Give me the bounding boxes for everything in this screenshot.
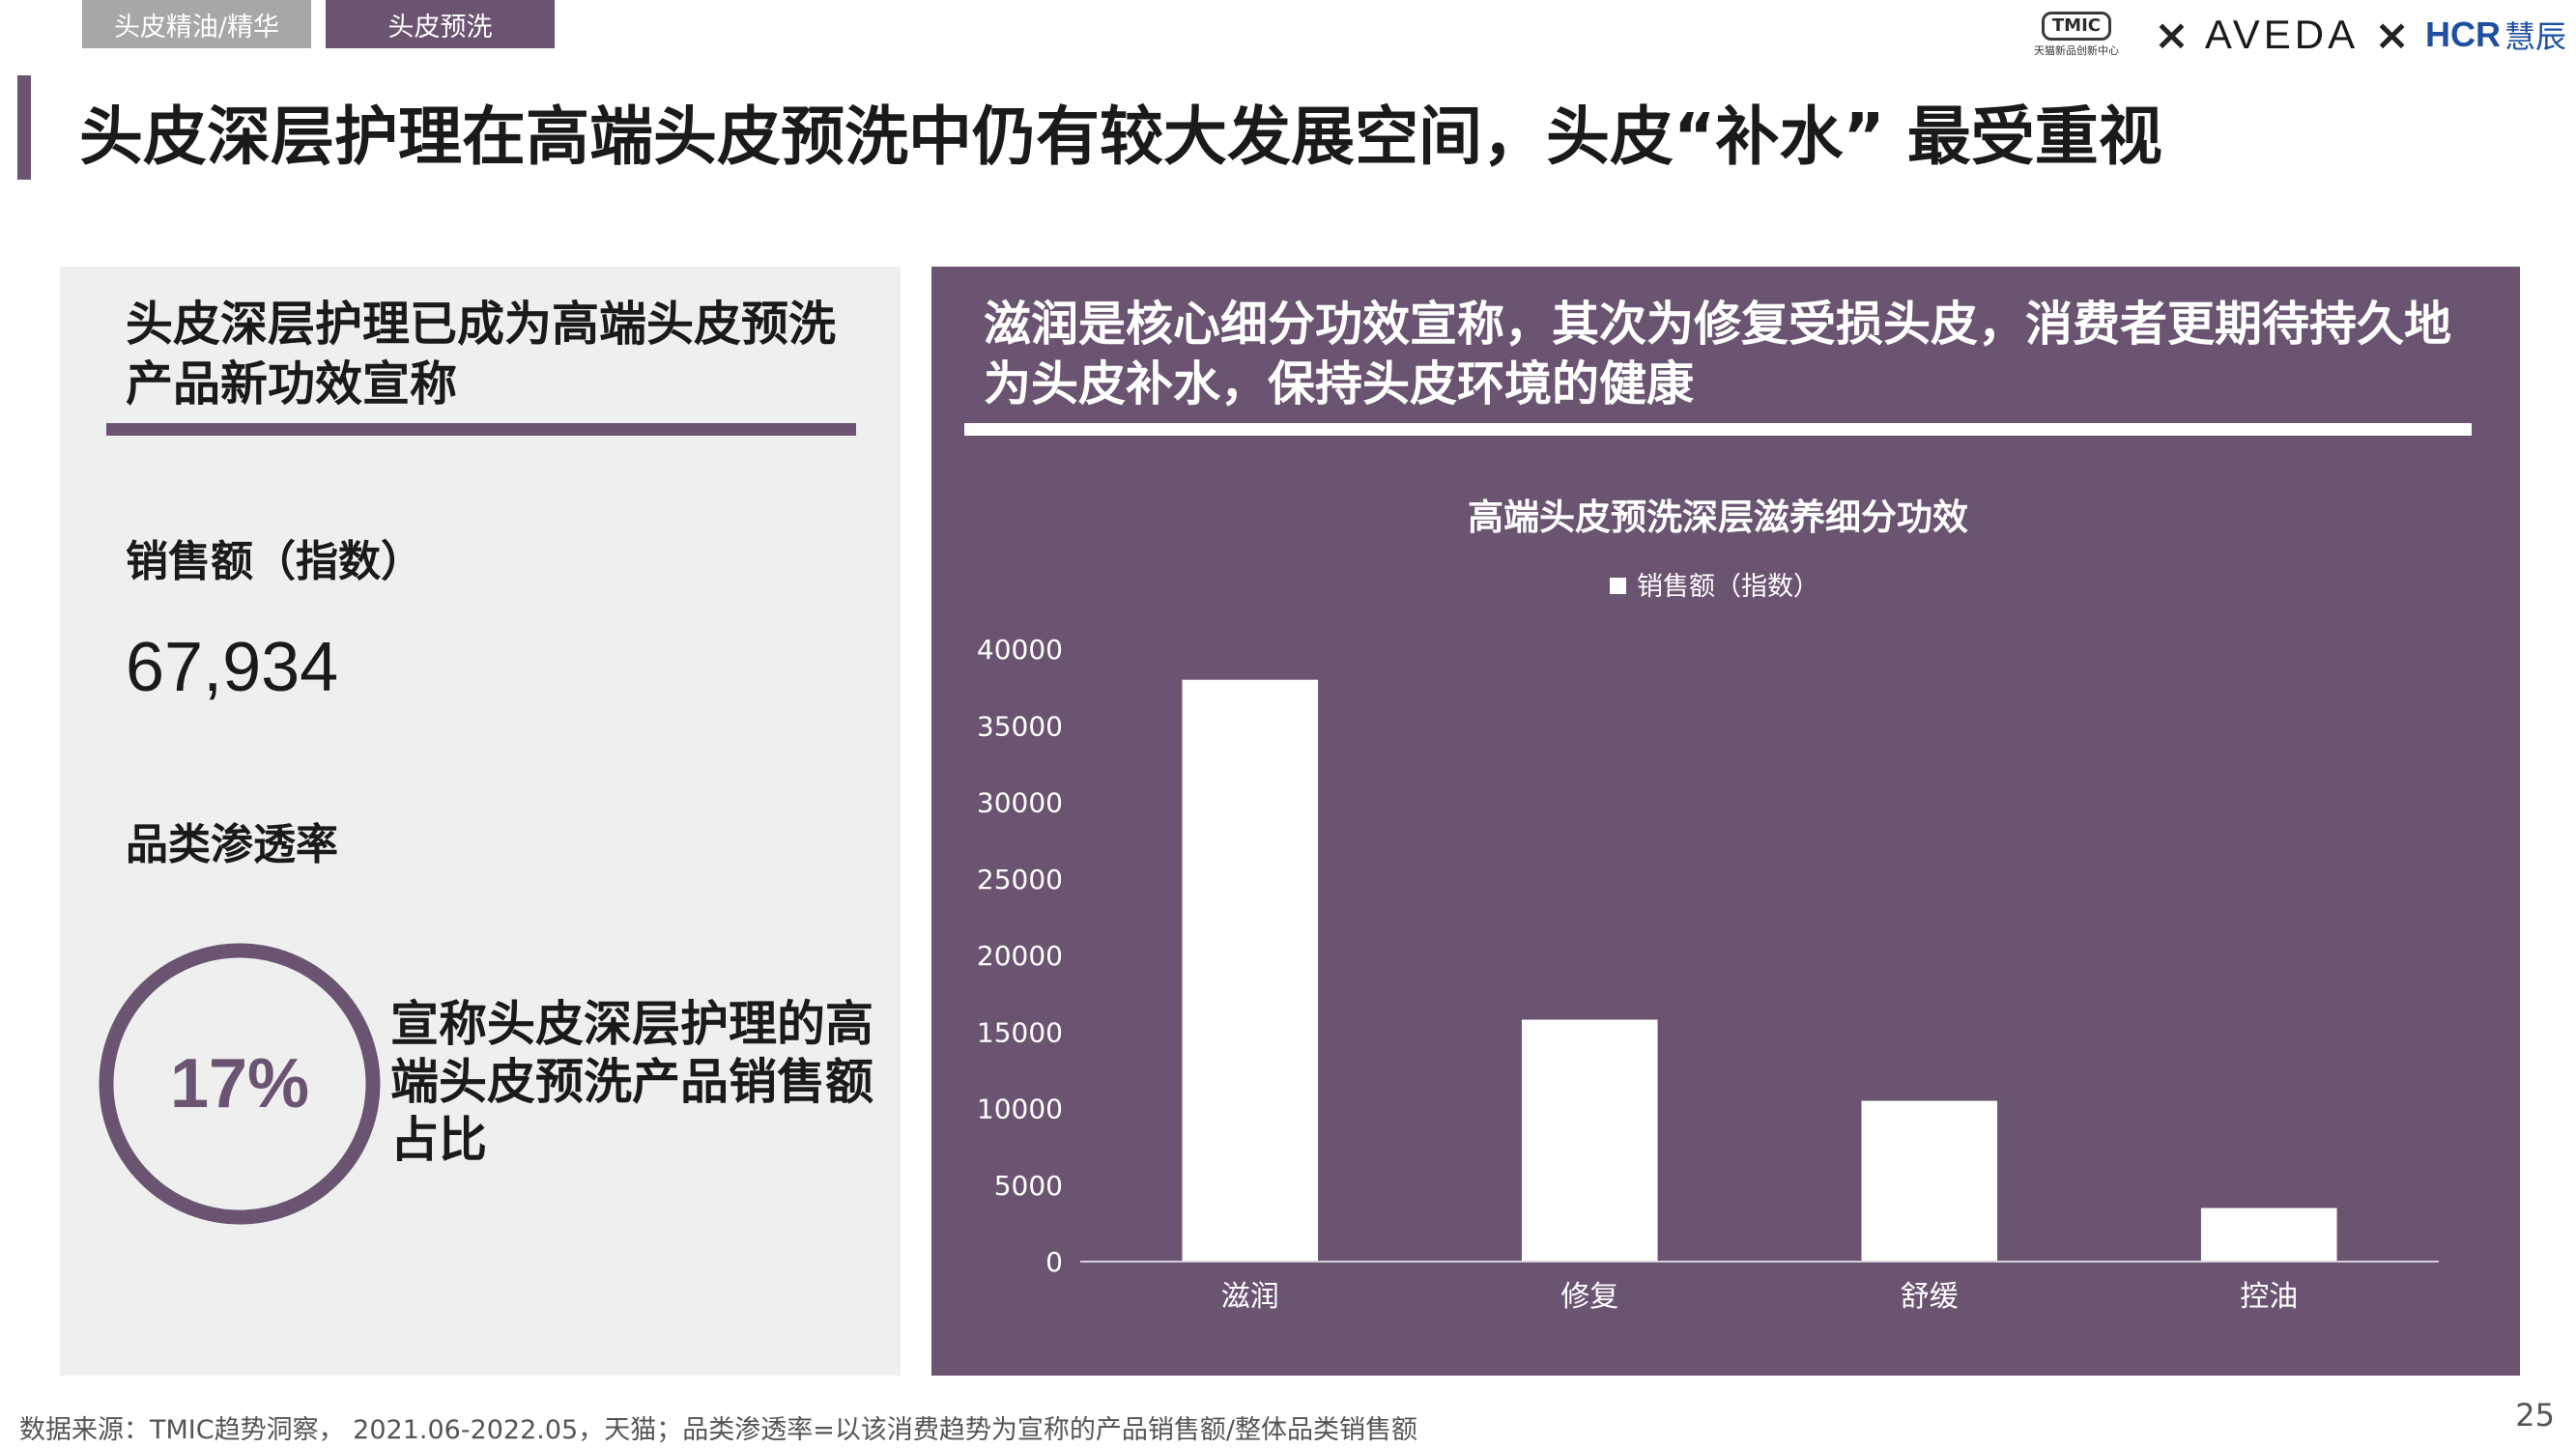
bars bbox=[1182, 679, 2337, 1262]
y-tick-label: 20000 bbox=[977, 940, 1063, 972]
y-tick-label: 0 bbox=[1045, 1246, 1063, 1278]
x-tick-label: 修复 bbox=[1560, 1280, 1618, 1314]
footer-source: 数据来源：TMIC趋势洞察， 2021.06-2022.05，天猫；品类渗透率=… bbox=[19, 1415, 1417, 1445]
penetration-ring bbox=[99, 943, 381, 1225]
tmic-logo: TMIC 天猫新品创新中心 bbox=[2034, 12, 2119, 58]
tab-scalp-oil-essence[interactable]: 头皮精油/精华 bbox=[82, 0, 311, 48]
hcr-logo-cn: 慧辰 bbox=[2504, 18, 2566, 55]
sales-index-value: 67,934 bbox=[126, 629, 339, 706]
y-tick-label: 25000 bbox=[977, 864, 1063, 895]
y-axis: 0 5000 10000 15000 20000 25000 30000 35000 40000 bbox=[977, 634, 1063, 1278]
x-axis: 滋润 修复 舒缓 控油 bbox=[1080, 1261, 2439, 1314]
legend-label: 销售额（指数） bbox=[1637, 572, 1819, 602]
left-panel bbox=[60, 267, 901, 1376]
x-tick-label: 滋润 bbox=[1221, 1280, 1279, 1314]
bar-4 bbox=[2200, 1208, 2337, 1262]
page-title: 头皮深层护理在高端头皮预洗中仍有较大发展空间，头皮“补水” 最受重视 bbox=[79, 99, 2162, 174]
chart-title: 高端头皮预洗深层滋养细分功效 bbox=[1468, 497, 1968, 538]
legend-swatch bbox=[1610, 578, 1626, 594]
aveda-logo: AVEDA bbox=[2204, 12, 2360, 57]
page-number: 25 bbox=[2515, 1397, 2555, 1434]
headline-accent-bar bbox=[17, 75, 31, 180]
bar-3 bbox=[1861, 1100, 1998, 1262]
tab-scalp-pre-wash[interactable]: 头皮预洗 bbox=[326, 0, 555, 48]
right-panel-title: 滋润是核心细分功效宣称，其次为修复受损头皮，消费者更期待持久地为头皮补水，保持头… bbox=[984, 297, 2452, 412]
bar-1 bbox=[1182, 679, 1319, 1262]
left-panel-title: 头皮深层护理已成为高端头皮预洗产品新功效宣称 bbox=[126, 297, 837, 412]
right-panel-divider bbox=[964, 423, 2472, 436]
tmic-logo-badge: TMIC bbox=[2041, 12, 2111, 41]
left-panel-divider bbox=[106, 423, 856, 436]
y-tick-label: 40000 bbox=[977, 634, 1063, 666]
y-tick-label: 35000 bbox=[977, 710, 1063, 742]
cross-icon: × bbox=[2374, 10, 2410, 60]
hcr-logo: HCR bbox=[2424, 14, 2501, 54]
x-tick-label: 舒缓 bbox=[1901, 1280, 1959, 1314]
y-tick-label: 10000 bbox=[977, 1094, 1063, 1125]
tmic-logo-subtitle: 天猫新品创新中心 bbox=[2033, 44, 2119, 57]
y-tick-label: 5000 bbox=[994, 1170, 1063, 1202]
x-tick-label: 控油 bbox=[2240, 1280, 2298, 1314]
bar-2 bbox=[1521, 1019, 1658, 1262]
partner-logos: TMIC 天猫新品创新中心 × AVEDA × HCR 慧辰 bbox=[2034, 8, 2566, 62]
sales-index-label: 销售额（指数） bbox=[126, 537, 423, 586]
penetration-description: 宣称头皮深层护理的高端头皮预洗产品销售额占比 bbox=[390, 996, 873, 1168]
y-tick-label: 15000 bbox=[977, 1016, 1063, 1048]
cross-icon: × bbox=[2153, 10, 2190, 60]
bar-chart: 高端头皮预洗深层滋养细分功效 销售额（指数） 0 5000 10000 15000 20… bbox=[977, 497, 2439, 1314]
penetration-label: 品类渗透率 bbox=[126, 820, 338, 869]
y-tick-label: 30000 bbox=[977, 787, 1063, 819]
penetration-value: 17% bbox=[169, 1045, 310, 1122]
